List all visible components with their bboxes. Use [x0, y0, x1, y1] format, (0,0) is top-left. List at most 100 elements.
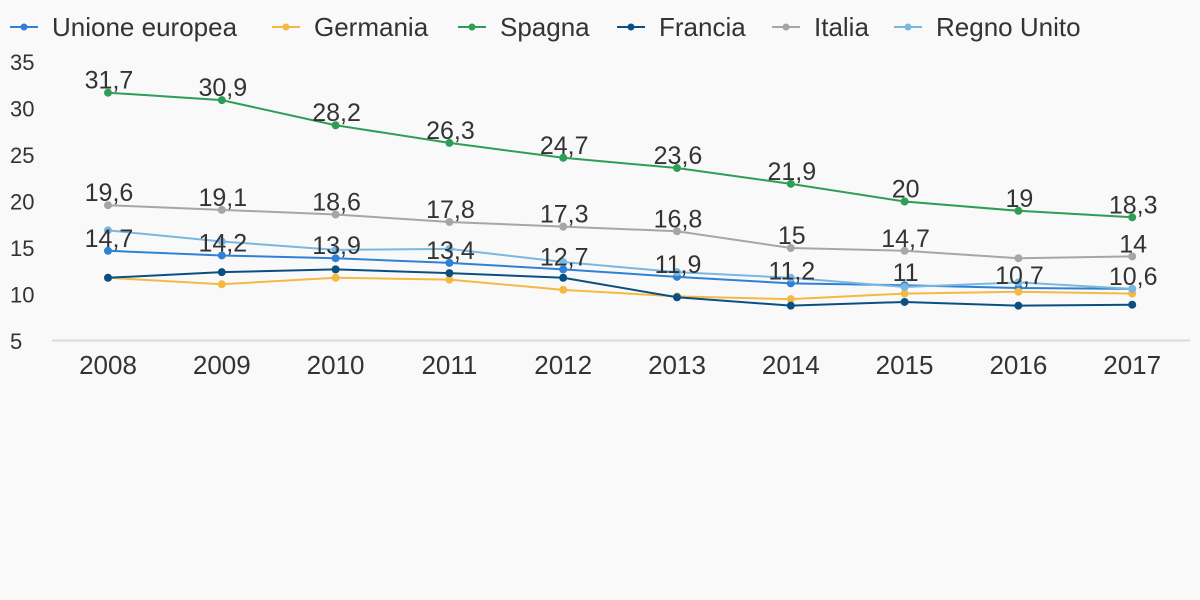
data-label: 24,7 — [540, 132, 589, 160]
data-point — [673, 293, 681, 302]
legend: Unione europea Germania Spagna Francia Itali… — [10, 12, 1081, 42]
data-label: 21,9 — [767, 158, 816, 186]
series-unione-europea — [104, 246, 1137, 293]
data-point — [559, 273, 568, 282]
data-point — [217, 280, 226, 289]
series-germania — [104, 273, 1137, 304]
data-point — [673, 227, 681, 236]
data-label: 11 — [893, 259, 919, 287]
series-spagna — [104, 88, 1137, 222]
data-point — [1128, 213, 1137, 222]
data-point — [445, 269, 454, 278]
data-point — [1014, 301, 1023, 310]
data-label: 19,1 — [198, 184, 247, 212]
legend-label: Italia — [814, 12, 869, 42]
data-label: 28,2 — [312, 99, 361, 127]
data-label: 19 — [1005, 185, 1033, 213]
data-point — [1128, 300, 1137, 309]
data-label: 26,3 — [426, 117, 475, 145]
data-label: 11,9 — [655, 251, 702, 279]
legend-item: Francia — [617, 12, 746, 42]
data-label: 20 — [892, 176, 920, 204]
data-point — [217, 251, 226, 260]
data-point — [331, 273, 340, 282]
data-point — [104, 246, 112, 255]
y-tick-label: 10 — [10, 283, 34, 308]
data-label: 11,2 — [768, 257, 815, 285]
data-label: 17,8 — [426, 196, 475, 224]
data-label: 14,7 — [881, 225, 930, 253]
series-line — [107, 229, 1133, 290]
data-point — [331, 265, 340, 274]
y-tick-label: 35 — [10, 50, 34, 75]
data-point — [1014, 254, 1023, 263]
data-point — [559, 222, 568, 231]
data-label: 23,6 — [654, 142, 703, 170]
data-point — [559, 285, 568, 294]
plot-area — [104, 88, 1137, 310]
legend-swatch-marker — [20, 23, 28, 31]
data-label: 18,6 — [312, 189, 361, 217]
data-point — [445, 244, 454, 253]
series-italia — [104, 201, 1137, 263]
data-label: 19,6 — [85, 179, 134, 207]
data-point — [104, 88, 112, 97]
data-label: 31,7 — [85, 67, 134, 95]
data-point — [331, 254, 340, 263]
x-tick-label: 2016 — [989, 350, 1047, 380]
legend-label: Germania — [314, 12, 429, 42]
legend-item: Unione europea — [10, 12, 238, 42]
data-point — [900, 297, 909, 306]
series-line — [107, 276, 1133, 301]
legend-item: Italia — [772, 12, 869, 42]
data-point — [673, 164, 681, 173]
y-tick-label: 5 — [10, 329, 22, 354]
data-point — [1014, 206, 1023, 215]
data-point — [445, 217, 454, 226]
data-point — [331, 121, 340, 130]
legend-item: Germania — [272, 12, 429, 42]
y-tick-label: 20 — [10, 190, 34, 215]
data-point — [445, 138, 454, 147]
data-point — [331, 245, 340, 254]
y-axis: 35 30 25 20 15 10 5 — [10, 50, 34, 354]
series-francia — [104, 265, 1137, 310]
x-tick-label: 2014 — [762, 350, 820, 380]
x-tick-label: 2013 — [648, 350, 706, 380]
data-point — [786, 244, 795, 252]
data-point — [559, 153, 568, 162]
legend-swatch-marker — [468, 23, 476, 31]
data-point — [104, 226, 112, 235]
x-tick-label: 2012 — [534, 350, 592, 380]
data-point — [786, 179, 795, 188]
data-point — [104, 273, 112, 282]
legend-swatch-marker — [782, 23, 790, 31]
legend-label: Unione europea — [52, 12, 238, 42]
data-label: 10,6 — [1109, 263, 1158, 291]
data-point — [104, 201, 112, 210]
data-label: 14,2 — [198, 229, 247, 257]
data-point — [900, 289, 909, 298]
data-label: 14,7 — [85, 225, 134, 253]
x-tick-label: 2010 — [307, 350, 365, 380]
data-point — [1128, 284, 1137, 293]
x-tick-label: 2009 — [193, 350, 251, 380]
data-point — [217, 268, 226, 277]
x-tick-label: 2015 — [876, 350, 934, 380]
data-point — [900, 246, 909, 255]
legend-swatch-marker — [904, 23, 912, 31]
y-tick-label: 15 — [10, 236, 34, 261]
series-line — [107, 204, 1133, 260]
data-point — [673, 268, 681, 277]
series-line — [107, 249, 1133, 290]
data-point — [217, 96, 226, 105]
data-label: 18,3 — [1109, 191, 1158, 219]
data-point — [1128, 252, 1137, 261]
data-labels: 14,7 14,2 13,9 13,4 12,7 11,9 11,2 11 10,7 10,6 31… — [85, 67, 1158, 291]
data-point — [786, 295, 795, 304]
series-line — [107, 268, 1133, 307]
legend-label: Regno Unito — [936, 12, 1081, 42]
legend-swatch-marker — [627, 23, 635, 31]
